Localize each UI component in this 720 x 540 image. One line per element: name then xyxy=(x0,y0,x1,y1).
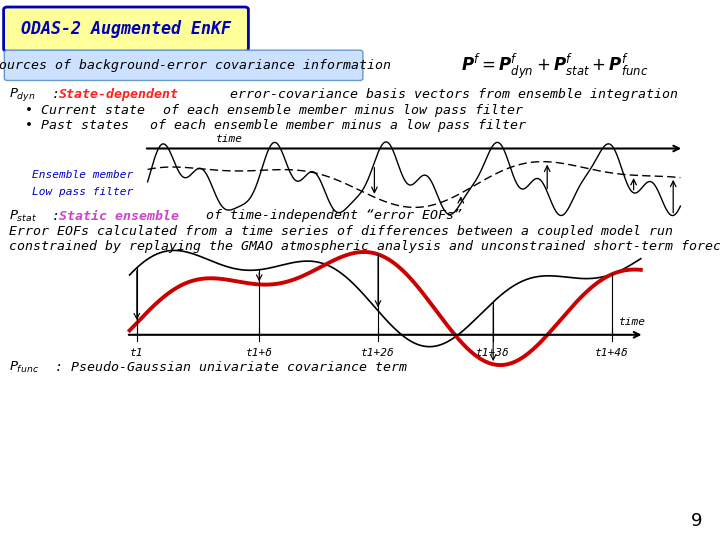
Text: of time-independent “error EOFs”: of time-independent “error EOFs” xyxy=(198,210,462,222)
FancyBboxPatch shape xyxy=(4,7,248,51)
Text: State-dependent: State-dependent xyxy=(59,88,179,101)
Text: • Past states: • Past states xyxy=(25,119,129,132)
Text: t1+δ: t1+δ xyxy=(246,348,273,359)
Text: constrained by replaying the GMAO atmospheric analysis and unconstrained short-t: constrained by replaying the GMAO atmosp… xyxy=(9,240,720,253)
Text: Static ensemble: Static ensemble xyxy=(59,210,179,222)
Text: • Current state: • Current state xyxy=(25,104,145,117)
Text: t1+4δ: t1+4δ xyxy=(595,348,629,359)
Text: ODAS-2 Augmented EnKF: ODAS-2 Augmented EnKF xyxy=(21,20,231,38)
Text: error-covariance basis vectors from ensemble integration: error-covariance basis vectors from ense… xyxy=(222,88,678,101)
Text: time: time xyxy=(216,134,243,144)
Text: $P_{stat}$: $P_{stat}$ xyxy=(9,208,37,224)
Text: Low pass filter: Low pass filter xyxy=(32,187,134,197)
Text: $P_{func}$: $P_{func}$ xyxy=(9,360,39,375)
Text: t1+3δ: t1+3δ xyxy=(477,348,510,359)
Text: Ensemble member: Ensemble member xyxy=(32,171,134,180)
Text: t1+2δ: t1+2δ xyxy=(361,348,395,359)
Text: Error EOFs calculated from a time series of differences between a coupled model : Error EOFs calculated from a time series… xyxy=(9,225,672,238)
Text: : Pseudo-Gaussian univariate covariance term: : Pseudo-Gaussian univariate covariance … xyxy=(55,361,407,374)
Text: of each ensemble member minus a low pass filter: of each ensemble member minus a low pass… xyxy=(142,119,526,132)
Text: :: : xyxy=(52,88,68,101)
Text: 3 Sources of background-error covariance information: 3 Sources of background-error covariance… xyxy=(0,59,392,72)
Text: time: time xyxy=(619,317,647,327)
Text: t1: t1 xyxy=(130,348,143,359)
Text: of each ensemble member minus low pass filter: of each ensemble member minus low pass f… xyxy=(155,104,523,117)
Text: $\boldsymbol{P}^f = \boldsymbol{P}^f_{dyn} + \boldsymbol{P}^f_{stat} + \boldsymb: $\boldsymbol{P}^f = \boldsymbol{P}^f_{dy… xyxy=(461,52,648,81)
Text: 9: 9 xyxy=(690,512,702,530)
Text: $P_{dyn}$: $P_{dyn}$ xyxy=(9,86,35,103)
Text: :: : xyxy=(52,210,68,222)
FancyBboxPatch shape xyxy=(4,50,363,80)
